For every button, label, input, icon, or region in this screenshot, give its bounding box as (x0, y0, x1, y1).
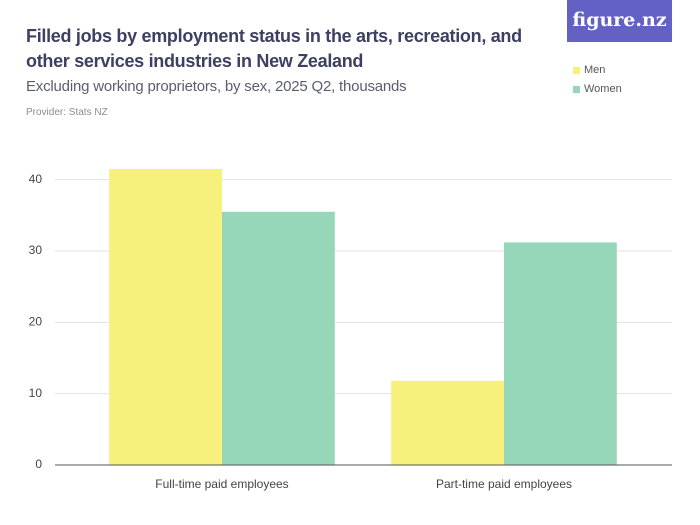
y-tick-label: 30 (29, 243, 43, 257)
y-tick-label: 40 (29, 172, 43, 186)
chart-title: Filled jobs by employment status in the … (26, 26, 522, 71)
bar (504, 242, 617, 465)
bar (109, 168, 222, 465)
x-tick-label: Part-time paid employees (436, 477, 572, 491)
legend-swatch (573, 86, 580, 93)
legend-text: Women (584, 83, 622, 95)
y-tick-label: 10 (29, 386, 43, 400)
bar (222, 211, 335, 465)
y-tick-label: 0 (35, 457, 42, 471)
logo[interactable]: figure.nz (567, 0, 672, 42)
legend-text: Men (584, 64, 605, 76)
bar (391, 380, 504, 465)
chart-subtitle: Excluding working proprietors, by sex, 2… (26, 78, 407, 95)
legend-swatch (573, 67, 580, 74)
y-tick-label: 20 (29, 315, 43, 329)
provider: Provider: Stats NZ (26, 107, 108, 118)
x-tick-label: Full-time paid employees (155, 477, 288, 491)
